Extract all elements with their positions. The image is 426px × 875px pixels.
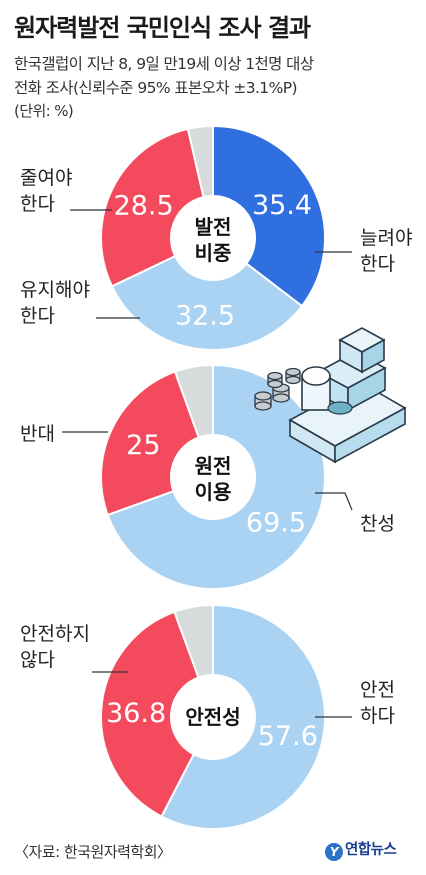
pie-slice [100,127,205,288]
pie-slice [173,603,214,679]
slice-value-label: 69.5 [246,507,306,538]
slice-category-label: 반대 [20,423,55,445]
unit-label: (단위: %) [14,102,74,120]
brand-name: 연합뉴스 [345,842,397,858]
nuclear-plant-icon [254,327,407,464]
slice-category-label: 안전 하다 [360,679,395,727]
leader-line [315,492,353,511]
slice-category-label: 유지해야 한다 [20,279,90,327]
pie-slice [186,124,214,199]
slice-value-label: 35.4 [252,190,312,221]
pie-slice [173,363,214,439]
slice-value-label: 57.6 [258,721,318,752]
chart-center-title: 원전 이용 [195,454,232,504]
slice-category-label: 늘려야 한다 [360,227,412,275]
chart-center-title: 발전 비중 [195,215,232,265]
pie-slice [160,603,326,830]
yonhap-logo-icon: Y [325,843,343,861]
source-label: 〈자료: 한국원자력학회〉 [14,843,172,861]
subtitle-line-1: 한국갤럽이 지난 8, 9일 만19세 이상 1천명 대상 [14,55,314,73]
subtitle-line-2: 전화 조사(신뢰수준 95% 표본오차 ±3.1%P) [14,79,297,97]
slice-value-label: 36.8 [106,698,166,729]
page-title: 원자력발전 국민인식 조사 결과 [14,14,311,42]
slice-category-label: 안전하지 않다 [20,623,90,671]
slice-category-label: 찬성 [360,513,395,535]
slice-category-label: 줄여야 한다 [20,167,72,215]
chart-center-title: 안전성 [185,705,240,729]
brand-label: Y 연합뉴스 [325,838,397,861]
slice-value-label: 25 [126,430,160,461]
slice-value-label: 28.5 [114,191,174,222]
pie-slice [212,124,326,308]
pie-slice [100,610,200,818]
pie-slice [100,370,201,517]
slice-value-label: 32.5 [175,301,235,332]
pie-slice [110,254,304,351]
